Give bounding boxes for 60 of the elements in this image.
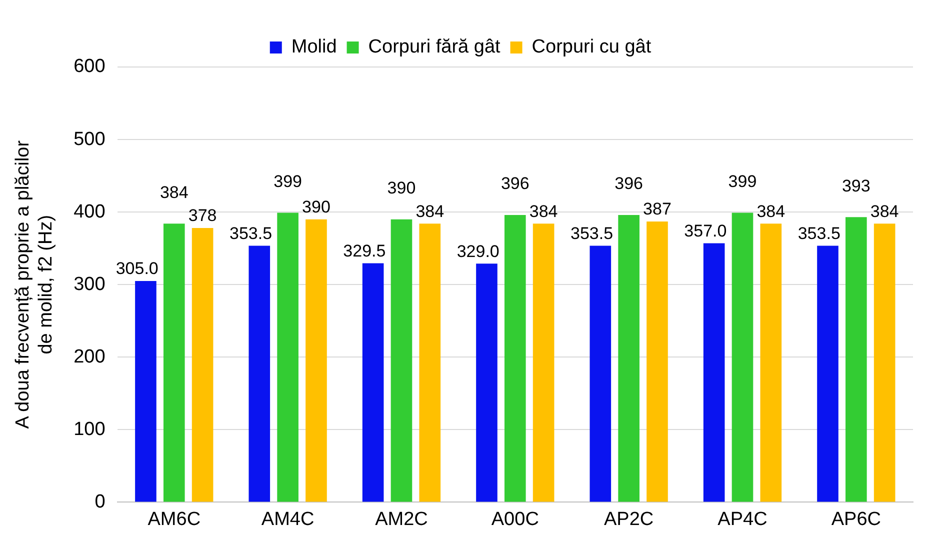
data-label: 387 <box>643 200 672 219</box>
bar <box>277 212 298 502</box>
bar <box>192 228 214 502</box>
data-label: 353.5 <box>230 224 272 243</box>
bar <box>135 280 156 502</box>
x-tick-label: AM2C <box>375 508 428 530</box>
data-label: 384 <box>416 202 444 221</box>
y-tick-label: 0 <box>94 491 106 512</box>
y-tick-label: 200 <box>74 346 106 368</box>
x-tick-label: AP6C <box>831 508 881 530</box>
data-label: 378 <box>188 206 217 226</box>
data-label: 399 <box>728 172 757 191</box>
y-tick-label: 100 <box>74 418 106 440</box>
x-tick-label: AP4C <box>718 508 768 530</box>
bar <box>476 264 498 502</box>
data-label: 329.0 <box>456 242 500 261</box>
data-label: 384 <box>160 182 188 202</box>
data-label: 384 <box>756 202 786 221</box>
data-label: 353.5 <box>570 224 614 243</box>
bar <box>248 246 270 502</box>
x-tick-label: AM4C <box>261 508 314 530</box>
data-label: 396 <box>500 174 530 194</box>
bar <box>390 219 412 502</box>
bar <box>874 224 896 502</box>
bar <box>732 212 754 502</box>
bar <box>419 224 441 502</box>
x-tick-label: AM6C <box>148 508 201 530</box>
legend-label: Molid <box>291 36 337 58</box>
legend-label: Corpuri cu gât <box>532 36 652 58</box>
y-tick-label: 300 <box>74 274 106 295</box>
bar <box>618 214 640 502</box>
y-axis-title: A doua frecvență proprie a plăcilor de molid, f2 (Hz) <box>12 140 56 429</box>
y-tick-label: 600 <box>74 56 106 78</box>
data-label: 399 <box>274 172 302 191</box>
data-label: 396 <box>614 174 644 194</box>
data-label: 384 <box>529 202 558 221</box>
legend-label: Corpuri fără gât <box>368 36 502 58</box>
bar <box>817 246 838 502</box>
data-label: 393 <box>842 176 870 196</box>
data-label: 357.0 <box>684 221 727 240</box>
bar <box>703 243 725 502</box>
bar <box>590 246 612 502</box>
data-label: 305.0 <box>116 259 158 278</box>
bar <box>362 263 384 502</box>
x-tick-label: AP2C <box>604 508 654 530</box>
data-label: 390 <box>387 178 416 198</box>
x-tick-label: A00C <box>491 508 539 530</box>
data-label: 329.5 <box>343 241 386 260</box>
y-tick-label: 500 <box>74 128 106 150</box>
data-label: 353.5 <box>798 224 840 243</box>
y-tick-label: 400 <box>74 201 106 222</box>
bar <box>646 221 668 502</box>
bar <box>846 217 867 502</box>
bar <box>532 224 554 502</box>
bar <box>760 224 782 502</box>
bar <box>306 219 327 502</box>
bar <box>504 214 526 502</box>
bar <box>163 224 185 502</box>
data-label: 390 <box>302 198 330 217</box>
data-label: 384 <box>870 202 899 221</box>
